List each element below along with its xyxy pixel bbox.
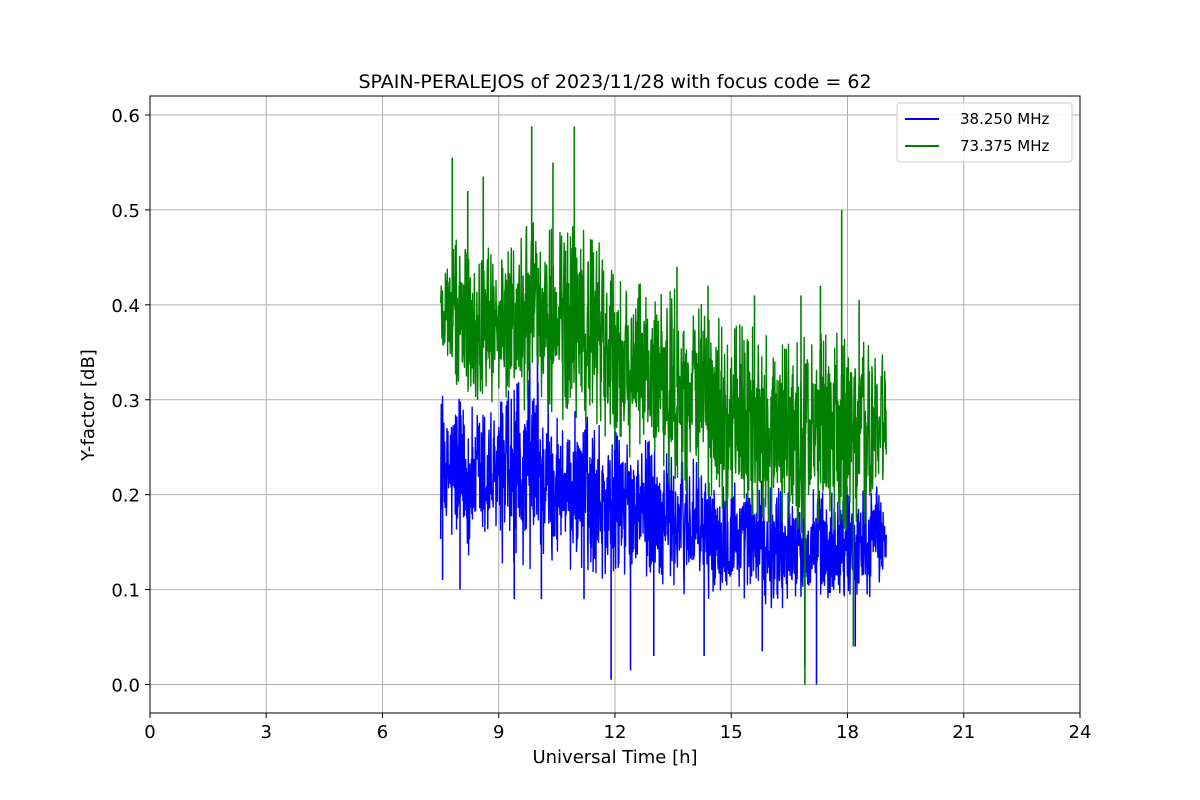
x-tick-label: 9 (493, 722, 504, 743)
y-tick-label: 0.5 (111, 201, 140, 222)
legend-label-0: 38.250 MHz (960, 110, 1049, 128)
tick-group: 0 3 6 9 12 15 18 21 24 0.0 0.1 0.2 0.3 0.4 0.5 0.6 (111, 106, 1091, 743)
y-tick-label: 0.4 (111, 296, 140, 317)
x-tick-label: 3 (261, 722, 272, 743)
series-group (439, 126, 887, 685)
x-tick-label: 18 (836, 722, 859, 743)
x-axis-label: Universal Time [h] (532, 747, 697, 768)
y-tick-label: 0.1 (111, 581, 140, 602)
x-tick-label: 6 (377, 722, 388, 743)
y-tick-label: 0.3 (111, 391, 140, 412)
legend-label-1: 73.375 MHz (960, 137, 1049, 155)
x-tick-label: 15 (720, 722, 743, 743)
x-tick-label: 24 (1069, 722, 1092, 743)
y-tick-label: 0.6 (111, 106, 140, 127)
legend: 38.250 MHz 73.375 MHz (896, 102, 1073, 163)
y-tick-label: 0.0 (111, 676, 140, 697)
x-tick-label: 0 (144, 722, 155, 743)
x-tick-label: 12 (604, 722, 627, 743)
x-tick-label: 21 (952, 722, 975, 743)
y-tick-label: 0.2 (111, 486, 140, 507)
chart-title: SPAIN-PERALEJOS of 2023/11/28 with focus… (358, 71, 871, 93)
legend-frame (896, 102, 1073, 163)
y-axis-label: Y-factor [dB] (78, 349, 99, 462)
series-line-1 (439, 222, 887, 534)
